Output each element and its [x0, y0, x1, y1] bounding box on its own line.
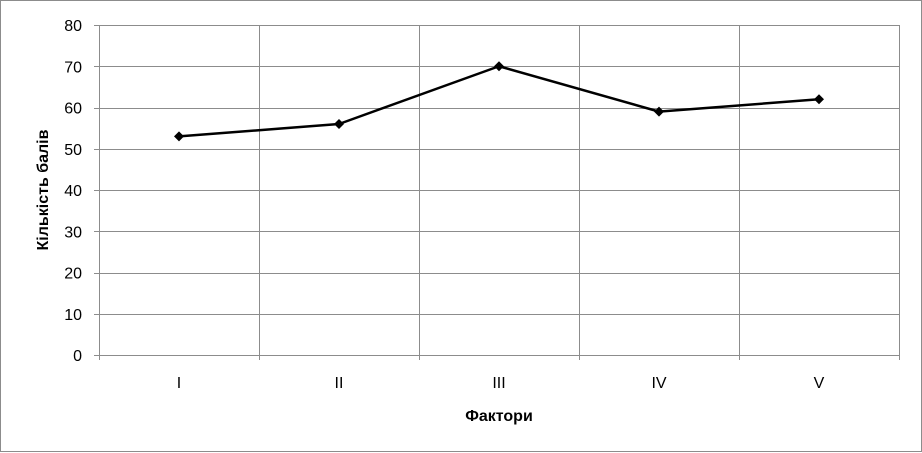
- x-tick-label: V: [814, 375, 825, 392]
- gridlines: [94, 25, 900, 360]
- y-tick-label: 80: [64, 18, 82, 35]
- data-point: [494, 61, 504, 72]
- y-tick-label: 0: [73, 348, 82, 365]
- series: [174, 61, 824, 142]
- x-axis-ticks: I II III IV V: [177, 375, 825, 392]
- x-tick-label: II: [335, 375, 344, 392]
- y-tick-label: 30: [64, 224, 82, 241]
- y-tick-label: 20: [64, 266, 82, 283]
- y-tick-label: 40: [64, 183, 82, 200]
- x-tick-label: IV: [651, 375, 666, 392]
- y-tick-label: 60: [64, 101, 82, 118]
- data-point: [814, 94, 824, 105]
- x-axis-title: Фактори: [465, 408, 533, 425]
- y-tick-label: 50: [64, 142, 82, 159]
- data-point: [174, 131, 184, 142]
- x-tick-label: III: [492, 375, 505, 392]
- x-tick-label: I: [177, 375, 181, 392]
- y-axis-ticks: 0 10 20 30 40 50 60 70 80: [64, 18, 82, 365]
- y-tick-label: 10: [64, 307, 82, 324]
- y-axis-title: Кількість балів: [35, 129, 52, 250]
- y-tick-label: 70: [64, 59, 82, 76]
- series-line: [178, 65, 820, 138]
- data-point: [654, 106, 664, 117]
- data-point: [334, 119, 344, 129]
